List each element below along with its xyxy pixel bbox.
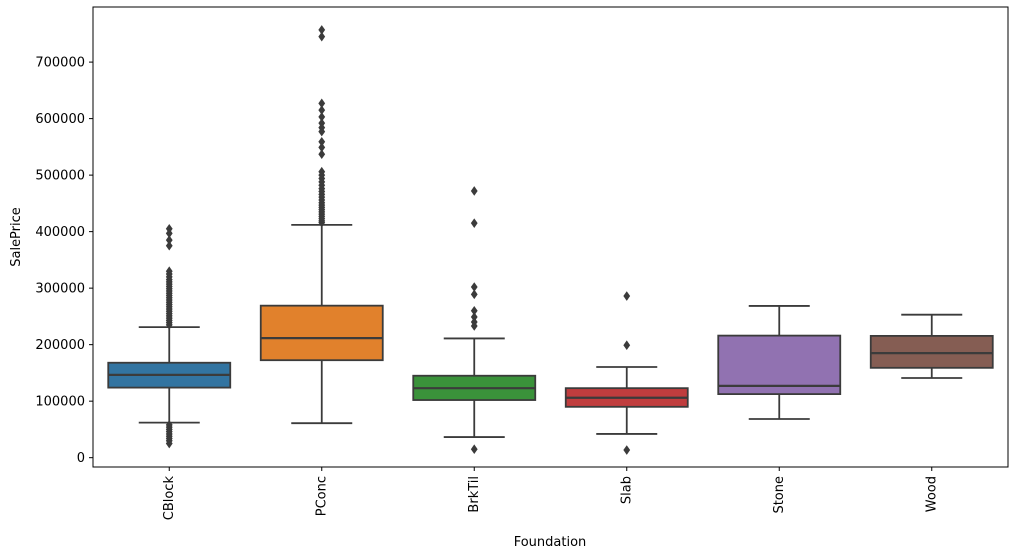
outlier-point	[318, 136, 326, 147]
y-tick-label: 200000	[35, 338, 85, 353]
outlier-point	[165, 240, 173, 251]
outlier-point	[623, 340, 631, 351]
outlier-point	[470, 312, 478, 322]
x-tick-label-cblock: CBlock	[162, 476, 177, 521]
plot-frame	[92, 6, 1009, 468]
x-tick-label-pconc: PConc	[314, 476, 329, 516]
y-tick-label: 100000	[35, 395, 85, 410]
x-tick-label-stone: Stone	[772, 476, 787, 514]
y-axis-label: SalePrice	[9, 207, 24, 267]
outlier-point	[318, 31, 326, 42]
x-axis-label: Foundation	[514, 535, 587, 550]
outlier-point	[318, 98, 326, 109]
outlier-point	[470, 282, 478, 292]
outlier-point	[318, 142, 326, 153]
outlier-point	[318, 105, 326, 115]
outlier-point	[470, 218, 478, 228]
outlier-point	[470, 289, 478, 300]
outlier-point	[165, 228, 173, 239]
outlier-point	[318, 25, 326, 35]
x-tick-label-slab: Slab	[619, 476, 634, 504]
outlier-point	[165, 235, 173, 245]
x-tick-label-brktil: BrkTil	[467, 476, 482, 513]
outlier-point	[165, 320, 173, 330]
outlier-point	[318, 149, 326, 160]
outlier-point	[318, 217, 326, 228]
outlier-point	[318, 112, 326, 122]
y-tick-label: 700000	[35, 56, 85, 71]
y-tick-label: 600000	[35, 112, 85, 127]
plot-area: 0 100000 200000 300000 400000 500000 600000 700…	[35, 6, 1009, 521]
y-tick-label: 300000	[35, 282, 85, 297]
y-tick-label: 500000	[35, 169, 85, 184]
x-tick-label-wood: Wood	[924, 476, 939, 512]
outlier-point	[470, 305, 478, 316]
y-tick-label: 0	[77, 451, 85, 466]
box-stone	[717, 334, 842, 396]
outlier-point	[623, 445, 631, 455]
outlier-point	[318, 126, 326, 137]
y-tick-label: 400000	[35, 225, 85, 240]
outlier-point	[470, 321, 478, 331]
outlier-point	[623, 291, 631, 301]
box-wood	[869, 334, 994, 369]
outlier-point	[165, 438, 173, 449]
outlier-point	[470, 186, 478, 196]
box-pconc	[259, 304, 384, 362]
outlier-point	[470, 444, 478, 454]
